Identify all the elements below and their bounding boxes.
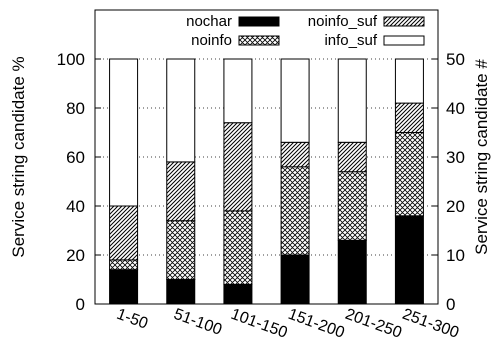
bar-segment-noinfo-251-300 bbox=[394, 132, 424, 217]
legend-swatch-noinfo_suf bbox=[383, 16, 425, 27]
bar-segment-nochar-51-100 bbox=[166, 279, 196, 305]
y-right-tick-label: 0 bbox=[446, 295, 455, 314]
bar-segment-info_suf-51-100 bbox=[166, 58, 196, 163]
y-right-tick-label: 10 bbox=[446, 246, 465, 265]
y-tick-label: 80 bbox=[66, 99, 85, 118]
y-tick-label: 20 bbox=[66, 246, 85, 265]
bar-segment-nochar-151-200 bbox=[280, 254, 310, 305]
x-tick-label: 201-250 bbox=[343, 306, 404, 342]
y-right-tick-label: 40 bbox=[446, 99, 465, 118]
y-tick-label: 60 bbox=[66, 148, 85, 167]
y-tick-label: 100 bbox=[57, 50, 85, 69]
bar-segment-info_suf-101-150 bbox=[223, 58, 253, 124]
plot-frame bbox=[94, 9, 439, 305]
bar-segment-noinfo_suf-101-150 bbox=[223, 122, 253, 212]
bar-segment-noinfo-101-150 bbox=[223, 210, 253, 285]
bar-segment-nochar-1-50 bbox=[109, 269, 139, 305]
bar-segment-noinfo-1-50 bbox=[109, 259, 139, 271]
y-right-tick-label: 20 bbox=[446, 197, 465, 216]
legend-label-noinfo: noinfo bbox=[191, 32, 232, 49]
bar-segment-info_suf-1-50 bbox=[109, 58, 139, 207]
bar-segment-noinfo_suf-201-250 bbox=[337, 141, 367, 173]
axes-layer bbox=[94, 9, 439, 305]
bar-segment-info_suf-151-200 bbox=[280, 58, 310, 143]
bar-segment-noinfo_suf-1-50 bbox=[109, 205, 139, 261]
bars-layer bbox=[109, 58, 424, 305]
bar-segment-nochar-251-300 bbox=[394, 215, 424, 305]
x-tick-label: 51-100 bbox=[171, 306, 224, 339]
legend-swatch-noinfo bbox=[238, 35, 280, 46]
x-tick-label: 1-50 bbox=[114, 306, 150, 333]
y-right-tick-label: 30 bbox=[446, 148, 465, 167]
bar-segment-nochar-101-150 bbox=[223, 283, 253, 305]
legend-swatch-info_suf bbox=[383, 35, 425, 46]
bar-segment-noinfo-201-250 bbox=[337, 171, 367, 241]
legend-swatch-nochar bbox=[238, 16, 280, 27]
y-right-axis-label: Service string candidate # bbox=[472, 59, 491, 255]
legend-label-noinfo_suf: noinfo_suf bbox=[308, 13, 378, 30]
x-tick-label: 151-200 bbox=[286, 306, 347, 342]
y-tick-label: 0 bbox=[76, 295, 85, 314]
y-right-tick-label: 50 bbox=[446, 50, 465, 69]
bar-segment-noinfo_suf-151-200 bbox=[280, 141, 310, 168]
grid-layer bbox=[95, 58, 438, 256]
bar-segment-info_suf-201-250 bbox=[337, 58, 367, 143]
x-tick-label: 101-150 bbox=[229, 306, 290, 342]
y-tick-label: 40 bbox=[66, 197, 85, 216]
bar-segment-noinfo-151-200 bbox=[280, 166, 310, 256]
legend-label-info_suf: info_suf bbox=[324, 32, 377, 49]
bar-segment-nochar-201-250 bbox=[337, 239, 367, 305]
legend: nochar noinfo noinfo_suf info_suf bbox=[186, 13, 425, 49]
y-axis-label: Service string candidate % bbox=[9, 56, 28, 257]
legend-label-nochar: nochar bbox=[186, 13, 232, 30]
bar-segment-noinfo_suf-251-300 bbox=[394, 102, 424, 133]
bar-segment-noinfo-51-100 bbox=[166, 220, 196, 280]
bar-segment-info_suf-251-300 bbox=[394, 58, 424, 104]
bar-segment-noinfo_suf-51-100 bbox=[166, 161, 196, 222]
